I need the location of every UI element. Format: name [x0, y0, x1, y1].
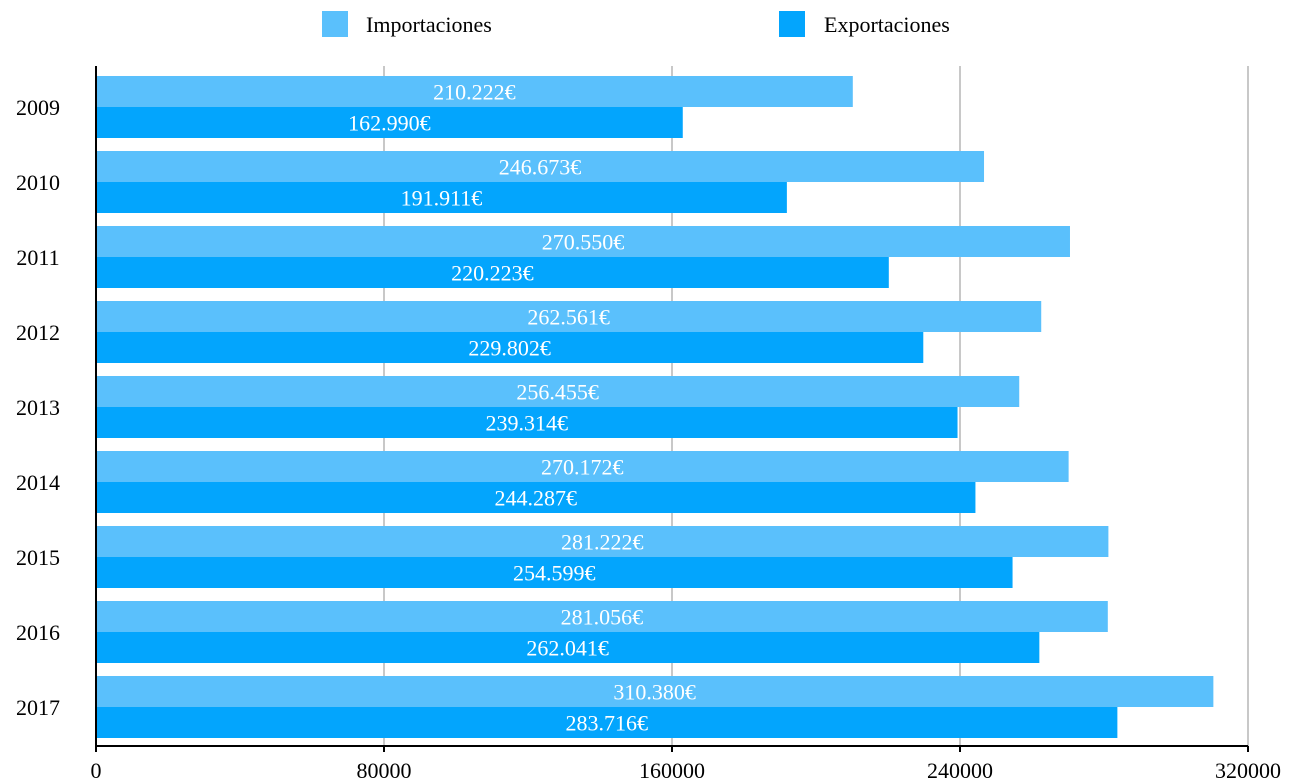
bar-exportaciones-2012	[96, 332, 924, 363]
x-axis: 0 80000 160000 240000 320000	[91, 745, 1281, 782]
bars	[96, 76, 1214, 738]
bar-importaciones-2015	[96, 526, 1109, 557]
x-tick-label: 0	[91, 758, 102, 782]
data-label: 162.990€	[348, 111, 431, 136]
data-label: 256.455€	[516, 380, 599, 405]
bar-importaciones-2011	[96, 226, 1070, 257]
data-label: 191.911€	[401, 186, 483, 211]
y-tick-label: 2015	[16, 545, 60, 570]
data-label: 262.561€	[527, 305, 610, 330]
data-label: 210.222€	[433, 80, 516, 105]
bar-importaciones-2017	[96, 676, 1214, 707]
x-tick-label: 160000	[639, 758, 705, 782]
bar-importaciones-2014	[96, 451, 1069, 482]
bar-exportaciones-2010	[96, 182, 787, 213]
x-tick-label: 240000	[927, 758, 993, 782]
data-label: 281.222€	[561, 530, 644, 555]
data-label: 254.599€	[513, 561, 596, 586]
bar-importaciones-2016	[96, 601, 1108, 632]
y-tick-label: 2011	[16, 245, 59, 270]
data-label: 239.314€	[486, 411, 569, 436]
x-tick-label: 80000	[357, 758, 412, 782]
y-tick-label: 2009	[16, 95, 60, 120]
x-tick-label: 320000	[1215, 758, 1281, 782]
data-label: 220.223€	[451, 261, 534, 286]
data-label: 229.802€	[468, 336, 551, 361]
legend: Importaciones Exportaciones	[322, 11, 950, 37]
data-label: 262.041€	[526, 636, 609, 661]
y-tick-label: 2017	[16, 695, 60, 720]
data-label: 246.673€	[499, 155, 582, 180]
bar-exportaciones-2014	[96, 482, 976, 513]
y-tick-label: 2013	[16, 395, 60, 420]
bar-importaciones-2013	[96, 376, 1020, 407]
legend-label-exportaciones: Exportaciones	[824, 12, 950, 37]
data-label: 281.056€	[561, 605, 644, 630]
legend-swatch-exportaciones	[779, 11, 805, 37]
y-tick-label: 2014	[16, 470, 60, 495]
bar-exportaciones-2013	[96, 407, 958, 438]
data-label: 270.550€	[542, 230, 625, 255]
bar-importaciones-2012	[96, 301, 1042, 332]
bar-exportaciones-2011	[96, 257, 889, 288]
data-label: 244.287€	[494, 486, 577, 511]
bar-importaciones-2010	[96, 151, 985, 182]
legend-swatch-importaciones	[322, 11, 348, 37]
bar-exportaciones-2017	[96, 707, 1118, 738]
data-labels: 210.222€162.990€ 246.673€ 191.911€ 270.550€…	[348, 80, 696, 736]
y-tick-label: 2016	[16, 620, 60, 645]
legend-label-importaciones: Importaciones	[366, 12, 492, 37]
data-label: 310.380€	[613, 680, 696, 705]
y-axis: 2009 2010 2011 2012 2013 2014 2015 2016 2017	[16, 66, 97, 746]
bar-exportaciones-2016	[96, 632, 1040, 663]
data-label: 283.716€	[565, 711, 648, 736]
y-tick-label: 2010	[16, 170, 60, 195]
bar-exportaciones-2015	[96, 557, 1013, 588]
y-tick-label: 2012	[16, 320, 60, 345]
bar-exportaciones-2009	[96, 107, 683, 138]
data-label: 270.172€	[541, 455, 624, 480]
bar-importaciones-2009	[96, 76, 853, 107]
